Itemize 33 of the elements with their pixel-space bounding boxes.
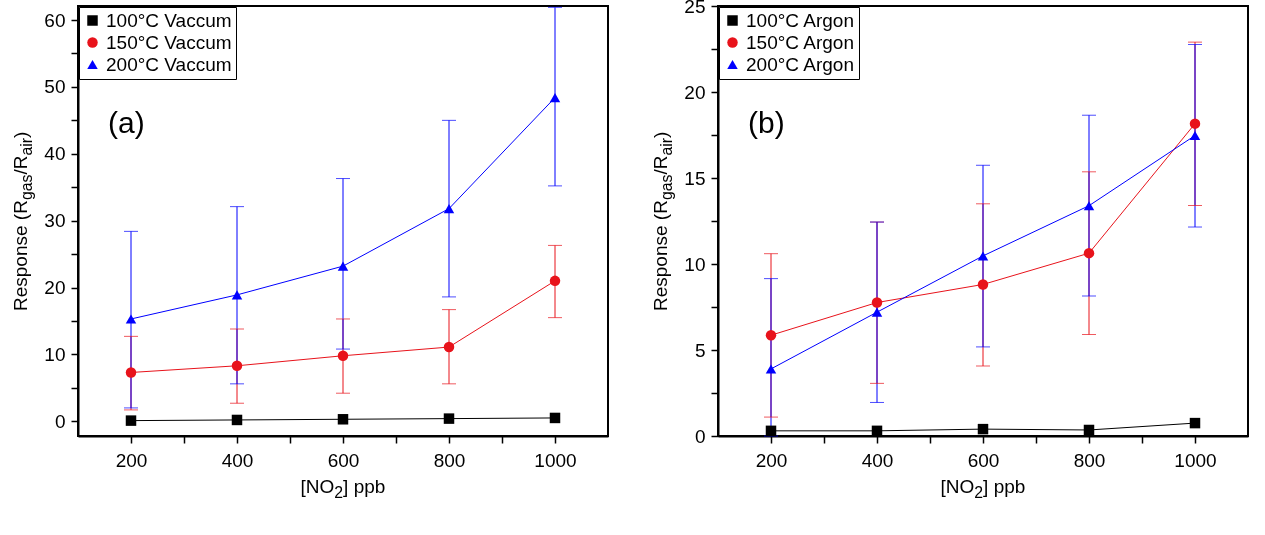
y-tick-label: 0	[694, 425, 706, 447]
y-tick-label: 10	[684, 253, 706, 275]
y-tick-label: 50	[44, 76, 66, 98]
y-tick-label: 0	[54, 410, 66, 432]
legend-label: 100°C Vaccum	[106, 9, 232, 31]
x-tick-label: 200	[755, 449, 788, 471]
y-tick-label: 25	[684, 0, 706, 17]
x-tick-label: 1000	[534, 449, 577, 471]
x-tick-label: 800	[1073, 449, 1106, 471]
y-tick-label: 30	[44, 210, 66, 232]
x-tick-label: 600	[327, 449, 360, 471]
legend-label: 150°C Argon	[746, 31, 854, 53]
y-tick-label: 5	[694, 339, 706, 361]
y-tick-label: 15	[684, 167, 706, 189]
x-tick-label: 800	[433, 449, 466, 471]
x-axis-title: [NO$_{2}$] ppb	[300, 476, 386, 502]
annotation: (a)	[108, 106, 145, 140]
legend-label: 200°C Argon	[746, 53, 854, 75]
y-tick-label: 20	[684, 81, 706, 103]
legend-label: 200°C Vaccum	[106, 53, 232, 75]
x-tick-label: 200	[115, 449, 148, 471]
x-tick-label: 600	[967, 449, 1000, 471]
y-tick-label: 20	[44, 277, 66, 299]
y-tick-label: 10	[44, 343, 66, 365]
y-tick-label: 40	[44, 143, 66, 165]
x-tick-label: 400	[221, 449, 254, 471]
x-tick-label: 400	[861, 449, 894, 471]
y-tick-label: 60	[44, 9, 66, 31]
legend-label: 150°C Vaccum	[106, 31, 232, 53]
x-tick-label: 1000	[1174, 449, 1217, 471]
annotation: (b)	[748, 106, 785, 140]
x-axis-title: [NO$_{2}$] ppb	[940, 476, 1026, 502]
legend-label: 100°C Argon	[746, 9, 854, 31]
